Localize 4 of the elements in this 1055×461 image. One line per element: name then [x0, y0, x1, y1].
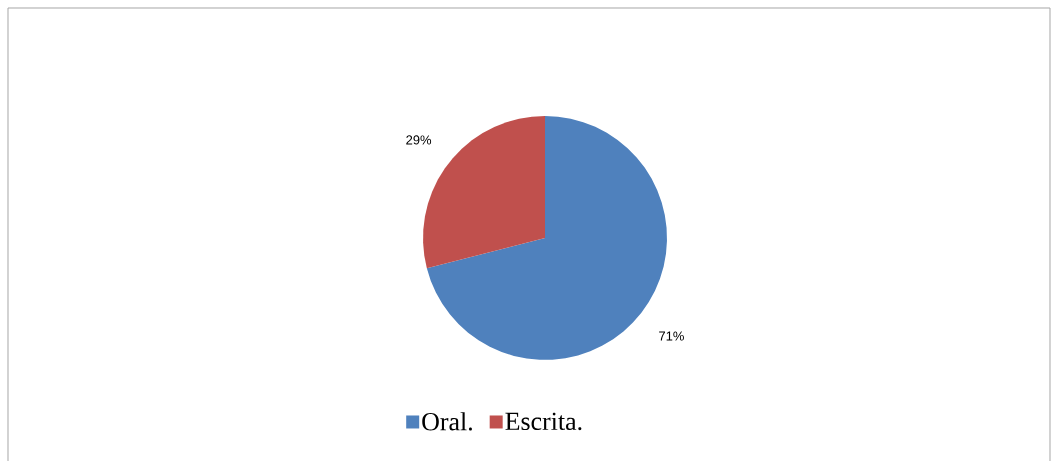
data-label: 29% — [406, 135, 432, 145]
data-label: 71% — [659, 331, 684, 341]
legend-label: Escrita. — [505, 412, 582, 430]
legend-label: Oral. — [422, 412, 472, 431]
